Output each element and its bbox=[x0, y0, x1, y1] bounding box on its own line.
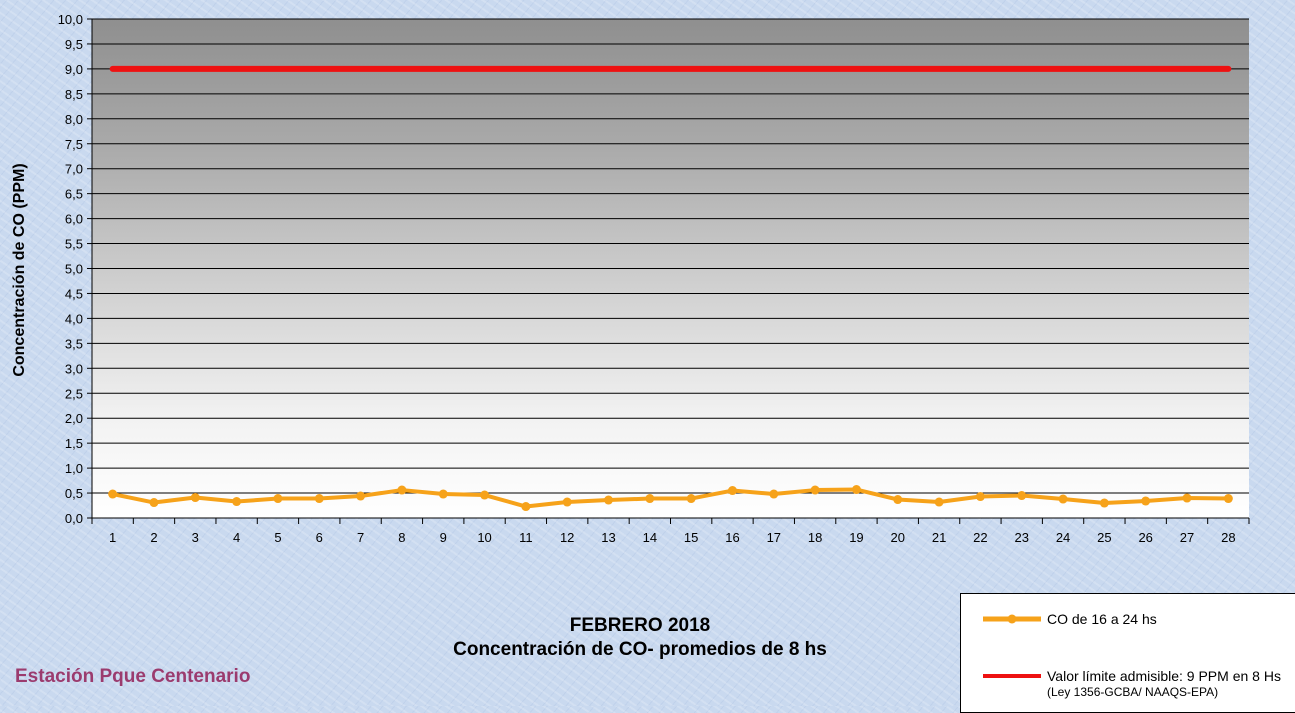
x-tick-label: 21 bbox=[932, 530, 946, 545]
y-tick-label: 5,5 bbox=[65, 237, 83, 252]
x-tick-label: 16 bbox=[725, 530, 739, 545]
data-point-co bbox=[1182, 493, 1192, 503]
data-point-co bbox=[975, 492, 985, 502]
y-tick-label: 7,5 bbox=[65, 137, 83, 152]
x-tick-label: 28 bbox=[1221, 530, 1235, 545]
y-tick-label: 5,0 bbox=[65, 262, 83, 277]
y-tick-label: 10,0 bbox=[58, 12, 83, 27]
data-point-co bbox=[893, 495, 903, 505]
legend-swatch-red-icon bbox=[983, 674, 1041, 678]
y-tick-label: 9,5 bbox=[65, 37, 83, 52]
data-point-co bbox=[1141, 496, 1151, 506]
y-tick-label: 1,0 bbox=[65, 461, 83, 476]
x-tick-label: 22 bbox=[973, 530, 987, 545]
y-tick-label: 3,5 bbox=[65, 336, 83, 351]
x-tick-labels: 1 2 3 4 5 6 7 8 9 10 11 12 13 14 15 16 17 18 19 20 21 22 23 24 2… bbox=[109, 530, 1236, 545]
x-tick-label: 11 bbox=[519, 530, 533, 545]
x-tick-label: 18 bbox=[808, 530, 822, 545]
y-tick-label: 9,0 bbox=[65, 62, 83, 77]
y-tick-label: 1,5 bbox=[65, 436, 83, 451]
grid-lines bbox=[87, 18, 1250, 524]
data-point-co bbox=[438, 489, 448, 499]
x-tick-label: 5 bbox=[274, 530, 281, 545]
data-point-co bbox=[810, 485, 820, 495]
data-point-co bbox=[934, 497, 944, 507]
x-tick-label: 27 bbox=[1180, 530, 1194, 545]
data-point-co bbox=[190, 493, 200, 503]
data-point-co bbox=[851, 485, 861, 495]
x-tick-label: 10 bbox=[477, 530, 491, 545]
data-point-co bbox=[1099, 498, 1109, 508]
x-tick-label: 25 bbox=[1097, 530, 1111, 545]
data-point-co bbox=[1223, 494, 1233, 504]
x-tick-label: 23 bbox=[1014, 530, 1028, 545]
x-tick-label: 4 bbox=[233, 530, 240, 545]
data-point-co bbox=[149, 498, 159, 508]
data-point-co bbox=[562, 497, 572, 507]
y-tick-label: 0,0 bbox=[65, 511, 83, 526]
data-point-co bbox=[108, 489, 118, 499]
data-point-co bbox=[232, 497, 242, 507]
x-tick-label: 20 bbox=[891, 530, 905, 545]
co-chart: 0,0 0,5 1,0 1,5 2,0 2,5 3,0 3,5 4,0 4,5 5,0 5,5 6,0 6… bbox=[11, 12, 1250, 545]
y-tick-label: 4,5 bbox=[65, 286, 83, 301]
y-tick-label: 0,5 bbox=[65, 486, 83, 501]
x-tick-label: 3 bbox=[192, 530, 199, 545]
station-name: Estación Pque Centenario bbox=[15, 666, 251, 687]
x-tick-label: 26 bbox=[1138, 530, 1152, 545]
x-tick-label: 13 bbox=[601, 530, 615, 545]
y-axis-label: Concentración de CO (PPM) bbox=[11, 163, 28, 376]
y-tick-label: 8,0 bbox=[65, 112, 83, 127]
y-tick-label: 3,0 bbox=[65, 361, 83, 376]
legend: CO de 16 a 24 hs Valor límite admisible:… bbox=[960, 593, 1295, 713]
chart-title-month: FEBRERO 2018 bbox=[569, 615, 711, 636]
x-tick-label: 1 bbox=[109, 530, 116, 545]
y-tick-labels: 0,0 0,5 1,0 1,5 2,0 2,5 3,0 3,5 4,0 4,5 5,0 5,5 6,0 6… bbox=[58, 12, 83, 526]
legend-label-limit-note: (Ley 1356-GCBA/ NAAQS-EPA) bbox=[1047, 685, 1219, 699]
y-tick-label: 8,5 bbox=[65, 87, 83, 102]
data-point-co bbox=[645, 494, 655, 504]
legend-label-co: CO de 16 a 24 hs bbox=[1047, 611, 1157, 627]
y-tick-label: 6,5 bbox=[65, 187, 83, 202]
legend-swatch-orange-icon bbox=[983, 614, 1041, 624]
data-point-co bbox=[769, 489, 779, 499]
data-point-co bbox=[1017, 491, 1027, 501]
data-point-co bbox=[727, 486, 737, 496]
data-point-co bbox=[273, 494, 283, 504]
data-point-co bbox=[314, 494, 324, 504]
x-tick-label: 8 bbox=[398, 530, 405, 545]
data-point-co bbox=[356, 491, 366, 501]
data-point-co bbox=[1058, 494, 1068, 504]
y-tick-label: 7,0 bbox=[65, 162, 83, 177]
y-tick-label: 4,0 bbox=[65, 311, 83, 326]
x-tick-label: 24 bbox=[1056, 530, 1070, 545]
x-tick-label: 2 bbox=[150, 530, 157, 545]
data-series bbox=[108, 65, 1233, 512]
y-tick-label: 2,0 bbox=[65, 411, 83, 426]
chart-title-description: Concentración de CO- promedios de 8 hs bbox=[453, 639, 827, 660]
y-tick-label: 2,5 bbox=[65, 386, 83, 401]
x-tick-label: 17 bbox=[767, 530, 781, 545]
data-point-co bbox=[397, 485, 407, 495]
legend-label-limit: Valor límite admisible: 9 PPM en 8 Hs bbox=[1047, 668, 1281, 684]
x-tick-label: 12 bbox=[560, 530, 574, 545]
data-point-co bbox=[521, 502, 531, 512]
y-tick-label: 6,0 bbox=[65, 212, 83, 227]
x-tick-label: 19 bbox=[849, 530, 863, 545]
data-point-co bbox=[686, 494, 696, 504]
x-tick-label: 15 bbox=[684, 530, 698, 545]
series-line-co bbox=[112, 487, 1229, 509]
x-tick-label: 6 bbox=[316, 530, 323, 545]
x-tick-label: 9 bbox=[440, 530, 447, 545]
x-tick-label: 7 bbox=[357, 530, 364, 545]
x-tick-label: 14 bbox=[643, 530, 657, 545]
data-point-co bbox=[604, 495, 614, 505]
data-point-co bbox=[480, 490, 490, 500]
